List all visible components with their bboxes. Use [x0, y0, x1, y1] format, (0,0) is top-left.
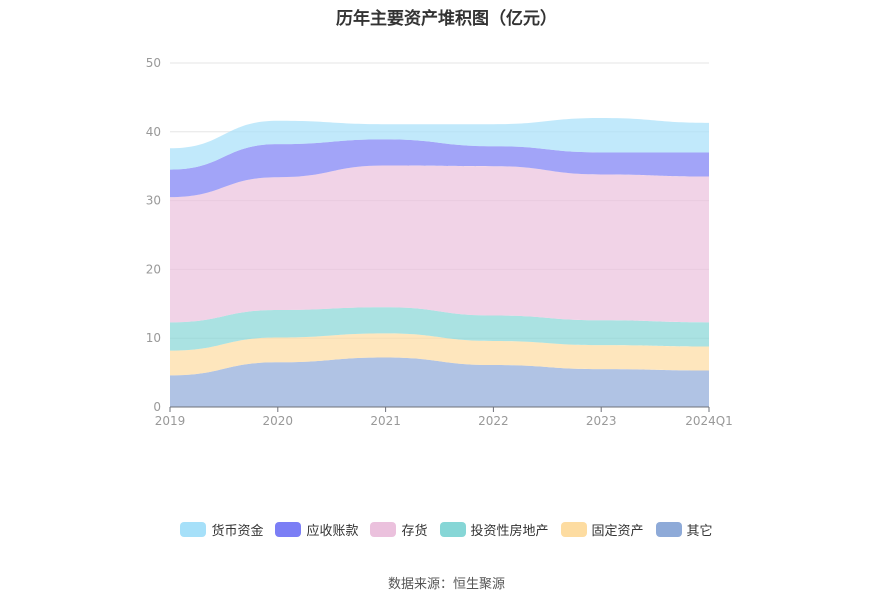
legend-swatch — [370, 522, 397, 537]
legend-item[interactable]: 应收账款 — [275, 520, 358, 539]
area-series-1[interactable] — [170, 333, 709, 376]
legend-swatch — [560, 522, 587, 537]
legend-item[interactable]: 固定资产 — [560, 520, 644, 539]
legend-item[interactable]: 投资性房地产 — [439, 520, 549, 539]
y-tick-label: 50 — [146, 56, 161, 70]
y-tick-label: 40 — [146, 125, 161, 139]
legend-label: 应收账款 — [306, 524, 359, 539]
area-series-3[interactable] — [170, 165, 709, 323]
legend: 货币资金 应收账款 存货 投资性房地产 固定资产 其它 — [0, 520, 893, 539]
legend-label: 投资性房地产 — [470, 524, 549, 539]
legend-label: 存货 — [401, 524, 428, 539]
y-tick-label: 20 — [146, 262, 161, 276]
y-tick-label: 10 — [146, 331, 161, 345]
y-tick-label: 30 — [146, 194, 161, 208]
x-tick-label: 2024Q1 — [685, 414, 733, 428]
legend-label: 固定资产 — [591, 524, 644, 539]
legend-item[interactable]: 其它 — [655, 520, 713, 539]
legend-swatch — [439, 522, 466, 537]
chart-title: 历年主要资产堆积图（亿元） — [336, 9, 557, 29]
area-series-2[interactable] — [170, 307, 709, 351]
legend-swatch — [275, 522, 302, 537]
data-source: 数据来源：恒生聚源 — [387, 577, 505, 592]
legend-item[interactable]: 货币资金 — [180, 520, 263, 539]
legend-label: 其它 — [686, 524, 713, 539]
legend-item[interactable]: 存货 — [370, 520, 428, 539]
x-tick-label: 2021 — [370, 414, 401, 428]
area-series-0[interactable] — [170, 357, 709, 407]
area-series-5[interactable] — [170, 118, 709, 170]
legend-label: 货币资金 — [211, 524, 264, 539]
legend-swatch — [655, 522, 682, 537]
x-tick-label: 2020 — [263, 414, 294, 428]
x-tick-label: 2023 — [586, 414, 617, 428]
x-tick-label: 2022 — [478, 414, 509, 428]
area-series-4[interactable] — [170, 139, 709, 198]
legend-swatch — [180, 522, 207, 537]
x-tick-label: 2019 — [155, 414, 186, 428]
y-tick-label: 0 — [153, 400, 161, 414]
